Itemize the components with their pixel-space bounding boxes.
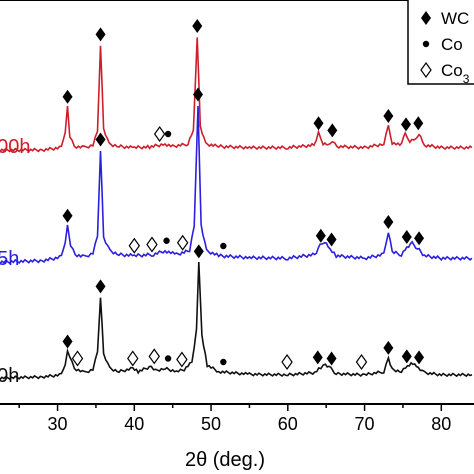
- marker-100h-wc-5: [313, 116, 324, 131]
- marker-100h-wc-8: [401, 117, 412, 132]
- marker-100h-wc-6: [327, 123, 338, 138]
- x-tick-label-40: 40: [124, 414, 144, 434]
- marker-50h-co3-4: [148, 348, 161, 365]
- marker-50h-co-8: [220, 358, 227, 366]
- marker-75h-co3-3: [146, 236, 158, 253]
- marker-100h-wc-4: [192, 19, 203, 33]
- marker-50h-wc-0: [62, 334, 73, 349]
- marker-100h-wc-0: [62, 89, 73, 104]
- marker-50h-wc-10: [312, 350, 323, 365]
- marker-75h-co3-5: [176, 234, 189, 251]
- x-tick-label-70: 70: [355, 414, 375, 434]
- marker-50h-co3-9: [281, 353, 293, 371]
- marker-50h-wc-7: [193, 244, 204, 259]
- series-line-75h: [0, 105, 473, 265]
- marker-75h-wc-11: [401, 230, 412, 244]
- marker-50h-wc-11: [326, 351, 337, 366]
- marker-75h-wc-1: [95, 132, 106, 147]
- marker-100h-co3-2: [153, 125, 166, 143]
- marker-100h-wc-9: [413, 116, 424, 131]
- phase-markers-layer: [62, 19, 425, 371]
- x-ticks: 30 40 50 60 70 80: [18, 404, 451, 434]
- series-label-75h: 75h: [0, 248, 19, 270]
- legend-label-1: Co: [441, 35, 463, 54]
- marker-50h-wc-15: [414, 350, 425, 365]
- series-label-100h: 100h: [0, 136, 31, 158]
- marker-50h-co3-1: [71, 350, 84, 367]
- x-tick-label-30: 30: [48, 414, 68, 434]
- series-labels-layer: 100h 75h 50h: [0, 136, 31, 387]
- marker-50h-wc-14: [401, 349, 412, 364]
- legend-label-0: WC: [441, 9, 469, 28]
- marker-100h-wc-1: [95, 27, 106, 42]
- marker-50h-co3-3: [127, 350, 139, 367]
- marker-50h-wc-2: [95, 279, 106, 294]
- legend-symbol-0: [421, 11, 431, 25]
- marker-50h-co-5: [164, 355, 172, 362]
- marker-75h-wc-12: [414, 231, 425, 246]
- marker-50h-co3-12: [355, 353, 368, 371]
- legend-symbol-2: [420, 61, 432, 79]
- marker-75h-wc-6: [193, 87, 204, 102]
- marker-75h-wc-0: [62, 208, 73, 223]
- x-tick-label-60: 60: [278, 414, 298, 434]
- marker-50h-wc-13: [383, 340, 394, 355]
- marker-100h-co-3: [164, 130, 172, 138]
- series-label-50h: 50h: [0, 365, 19, 387]
- series-line-50h: [0, 261, 473, 381]
- x-tick-label-50: 50: [201, 414, 221, 434]
- marker-75h-co-4: [163, 237, 170, 244]
- curves-layer: [0, 37, 473, 381]
- marker-75h-wc-8: [315, 228, 326, 243]
- x-axis-label: 2θ (deg.): [185, 449, 265, 471]
- marker-75h-co-7: [220, 242, 227, 250]
- series-line-100h: [0, 37, 473, 153]
- marker-75h-wc-9: [326, 232, 337, 247]
- marker-100h-wc-7: [383, 109, 394, 123]
- marker-75h-wc-10: [383, 215, 394, 229]
- marker-50h-co3-6: [176, 351, 188, 368]
- legend-symbol-1: [422, 40, 430, 48]
- legend-box: [407, 0, 474, 85]
- x-tick-label-80: 80: [431, 414, 451, 434]
- marker-75h-co3-2: [128, 237, 141, 254]
